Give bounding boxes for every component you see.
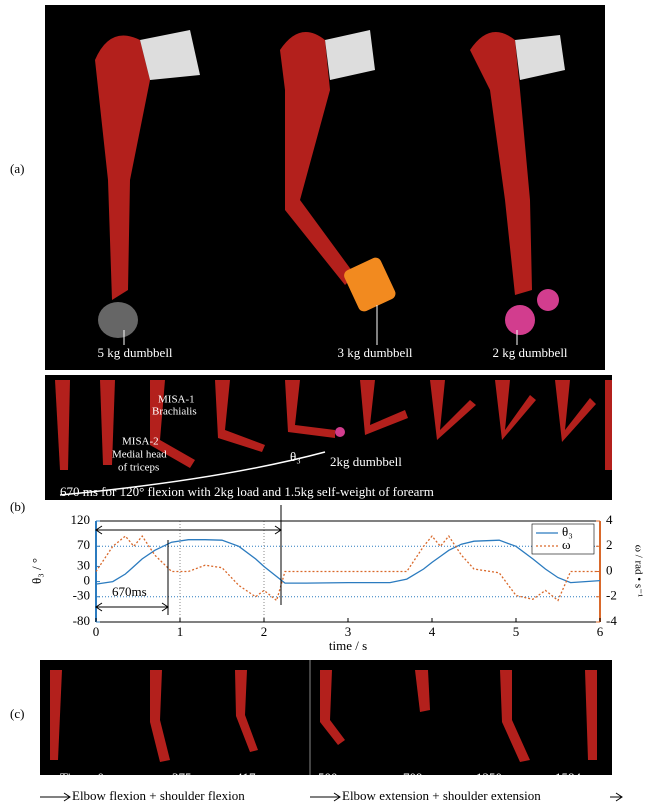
y2-tick-label: 2 (606, 537, 613, 552)
caption: 5 kg dumbbell (97, 345, 172, 360)
phase-label: Elbow extension + shoulder extension (342, 788, 541, 803)
annotation-arrow (96, 526, 281, 534)
legend-label: ω (562, 537, 571, 552)
y-tick-label: 30 (77, 557, 90, 572)
x-tick-label: 0 (93, 624, 100, 639)
time-label: Time= 0 ms (60, 770, 122, 785)
x-tick-label: 4 (429, 624, 436, 639)
x-tick-label: 3 (345, 624, 352, 639)
panel-label: (b) (10, 499, 25, 514)
panel-label: (c) (10, 706, 24, 721)
caption: 670 ms for 120° flexion with 2kg load an… (60, 484, 434, 499)
time-label: 500 ms (318, 770, 356, 785)
annotation: θ₃ (290, 449, 301, 464)
annotation: Brachialis (152, 406, 197, 418)
x-tick-label: 6 (597, 624, 604, 639)
caption: 2 kg dumbbell (492, 345, 567, 360)
time-label: 709 ms (403, 770, 441, 785)
time-label: 417 ms (236, 770, 274, 785)
y2-axis-label: ω / rad • s⁻¹ (632, 545, 644, 598)
figure: (a) 5 kg dumbbell 3 kg dumbbell 2 kg dum… (0, 0, 654, 806)
caption: 3 kg dumbbell (337, 345, 412, 360)
y-tick-label: 70 (77, 537, 90, 552)
x-tick-label: 5 (513, 624, 520, 639)
y-tick-label: 0 (84, 573, 91, 588)
y2-tick-label: 4 (606, 512, 613, 527)
y2-tick-label: -4 (606, 613, 617, 628)
time-label: 1584 ms (555, 770, 599, 785)
annotation: 2kg dumbbell (330, 454, 402, 469)
y-axis-label: θ₃ / ° (29, 558, 44, 584)
annotation: of triceps (118, 462, 159, 474)
x-tick-label: 2 (261, 624, 268, 639)
annotation: 670ms (112, 584, 147, 599)
phase-label: Elbow flexion + shoulder flexion (72, 788, 245, 803)
y2-tick-label: 0 (606, 562, 613, 577)
y-tick-label: 120 (71, 512, 91, 527)
annotation: MISA-1 (158, 394, 195, 406)
time-label: 375 ms (172, 770, 210, 785)
time-label: 1250 ms (476, 770, 520, 785)
dumbbell (335, 427, 345, 437)
y2-tick-label: -2 (606, 588, 617, 603)
x-tick-label: 1 (177, 624, 184, 639)
x-axis-label: time / s (329, 638, 367, 653)
panel-label: (a) (10, 161, 24, 176)
y-tick-label: -80 (73, 613, 90, 628)
annotation: Medial head (112, 449, 167, 461)
annotation-arrow (96, 603, 168, 611)
y-tick-label: -30 (73, 588, 90, 603)
annotation: MISA-2 (122, 436, 159, 448)
